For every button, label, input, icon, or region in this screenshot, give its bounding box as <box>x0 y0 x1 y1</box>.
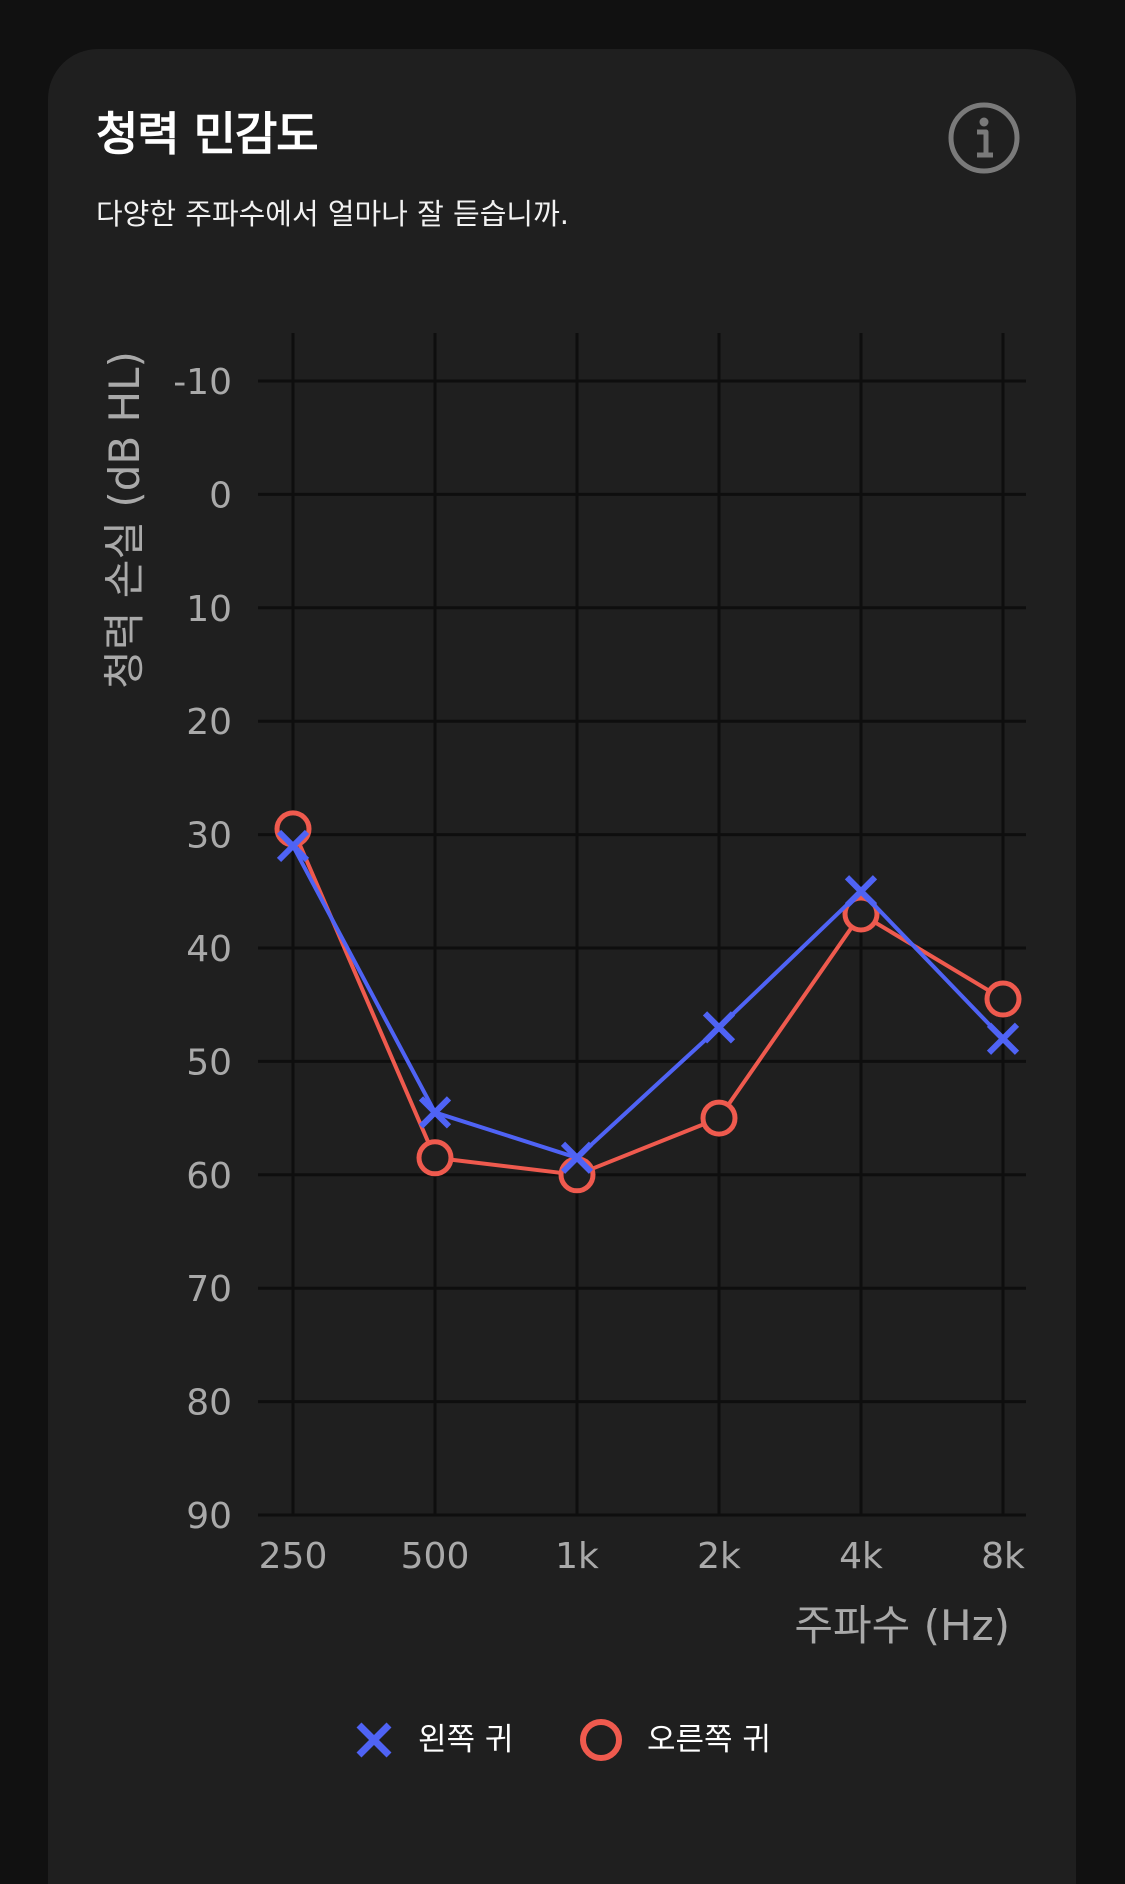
x-tick-label: 2k <box>697 1536 741 1577</box>
info-icon <box>948 102 1020 174</box>
y-tick-label: 90 <box>186 1496 232 1537</box>
y-tick-label: 60 <box>186 1156 232 1197</box>
data-point-left-ear <box>844 875 878 908</box>
chart-grid <box>258 333 1026 1517</box>
data-point-left-ear <box>418 1096 452 1129</box>
data-point-right-ear <box>842 895 880 933</box>
y-tick-label: -10 <box>173 362 232 403</box>
chart-series <box>274 810 1022 1194</box>
x-tick-label: 8k <box>981 1536 1025 1577</box>
legend-item-right-ear[interactable]: 오른쪽 귀 <box>579 1712 771 1768</box>
x-tick-label: 1k <box>555 1536 599 1577</box>
y-tick-label: 30 <box>186 816 232 857</box>
card-title: 청력 민감도 <box>96 107 319 161</box>
data-point-left-ear <box>986 1022 1020 1055</box>
data-point-right-ear <box>558 1156 596 1194</box>
legend-item-left-ear[interactable]: 왼쪽 귀 <box>354 1712 513 1768</box>
y-tick-label: 70 <box>186 1269 232 1310</box>
y-tick-label: 10 <box>186 589 232 630</box>
y-axis-title: 청력 손실 (dB HL) <box>100 351 149 689</box>
y-tick-label: 0 <box>209 475 232 516</box>
data-point-left-ear <box>560 1141 594 1174</box>
x-tick-label: 4k <box>839 1536 883 1577</box>
data-point-left-ear <box>276 829 310 863</box>
legend-label-left-ear: 왼쪽 귀 <box>418 1722 514 1758</box>
card-subtitle: 다양한 주파수에서 얼마나 잘 듣습니까. <box>96 197 569 231</box>
y-tick-label: 50 <box>186 1042 232 1083</box>
y-tick-label: 80 <box>186 1383 232 1424</box>
data-point-right-ear <box>700 1099 738 1137</box>
x-tick-label: 500 <box>401 1536 470 1577</box>
info-button[interactable] <box>948 102 1020 174</box>
series-line-right-ear <box>291 828 1005 1177</box>
y-axis-ticks: -10 0 10 20 30 40 50 60 70 80 90 <box>173 362 232 1537</box>
data-point-right-ear <box>274 810 312 848</box>
y-tick-label: 40 <box>186 929 232 970</box>
legend-label-right-ear: 오른쪽 귀 <box>647 1722 771 1758</box>
circle-marker-icon <box>580 1719 622 1761</box>
data-point-right-ear <box>984 980 1022 1018</box>
x-tick-label: 250 <box>259 1536 328 1577</box>
x-marker-icon <box>356 1722 392 1758</box>
x-axis-ticks: 250 500 1k 2k 4k 8k <box>259 1536 1025 1577</box>
y-tick-label: 20 <box>186 702 232 743</box>
audiogram-chart: -10 0 10 20 30 40 50 60 70 80 90 250 500 1k 2k 4k 8k 청력… <box>100 333 1026 1650</box>
hearing-sensitivity-card <box>48 49 1076 1884</box>
x-axis-title: 주파수 (Hz) <box>794 1601 1010 1650</box>
data-point-left-ear <box>702 1011 736 1044</box>
chart-legend: 왼쪽 귀 오른쪽 귀 <box>0 1712 1125 1768</box>
series-line-left-ear <box>291 844 1005 1160</box>
data-point-right-ear <box>416 1139 454 1177</box>
